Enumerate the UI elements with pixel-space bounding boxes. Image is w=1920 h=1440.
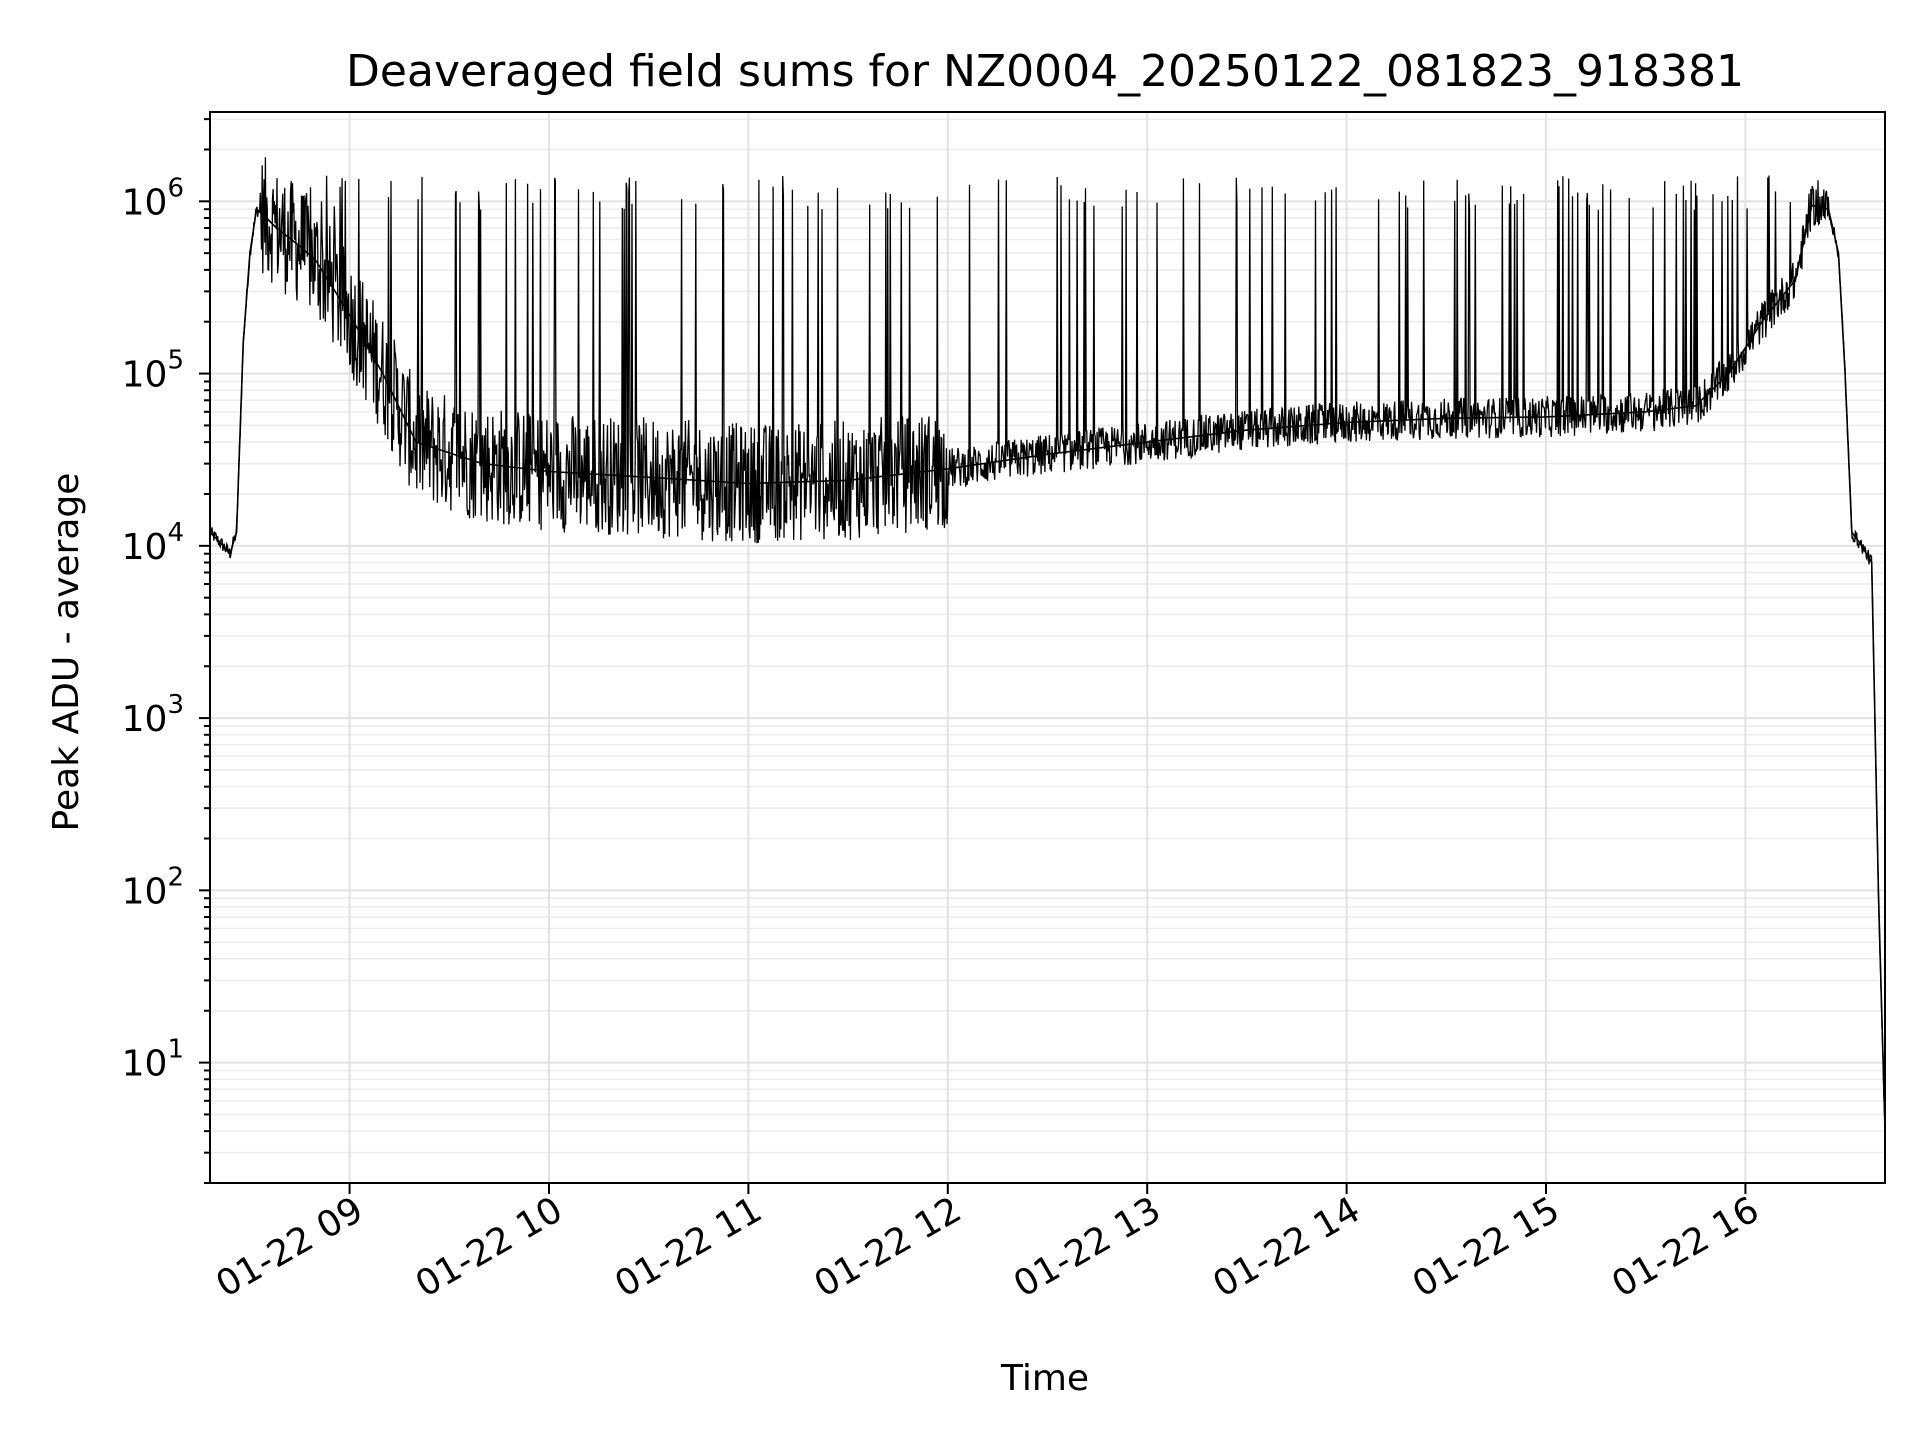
y-tick-label: 103 xyxy=(122,690,184,740)
plot-frame xyxy=(209,111,1886,1184)
y-tick-exponent: 3 xyxy=(167,690,184,720)
y-tick-label: 101 xyxy=(122,1035,184,1085)
x-axis-label: Time xyxy=(1000,1358,1089,1399)
y-tick-base: 10 xyxy=(122,355,168,396)
y-tick-exponent: 6 xyxy=(167,173,184,203)
y-axis-label: Peak ADU - average xyxy=(46,473,87,832)
y-tick-base: 10 xyxy=(122,1044,168,1085)
y-tick-exponent: 2 xyxy=(167,862,184,892)
y-tick-base: 10 xyxy=(122,182,168,223)
series-trace xyxy=(209,157,1886,1126)
series-layer xyxy=(209,157,1886,1132)
y-tick-exponent: 5 xyxy=(167,346,184,376)
y-tick-label: 102 xyxy=(122,862,184,912)
y-tick-label: 104 xyxy=(122,518,184,568)
y-tick-exponent: 1 xyxy=(167,1035,184,1065)
y-tick-base: 10 xyxy=(122,527,168,568)
y-tick-base: 10 xyxy=(122,699,168,740)
y-tick-label: 106 xyxy=(122,173,184,223)
y-tick-exponent: 4 xyxy=(167,518,184,548)
y-tick-label: 105 xyxy=(122,346,184,396)
chart-title: Deaveraged field sums for NZ0004_2025012… xyxy=(346,46,1744,97)
y-tick-base: 10 xyxy=(122,871,168,912)
